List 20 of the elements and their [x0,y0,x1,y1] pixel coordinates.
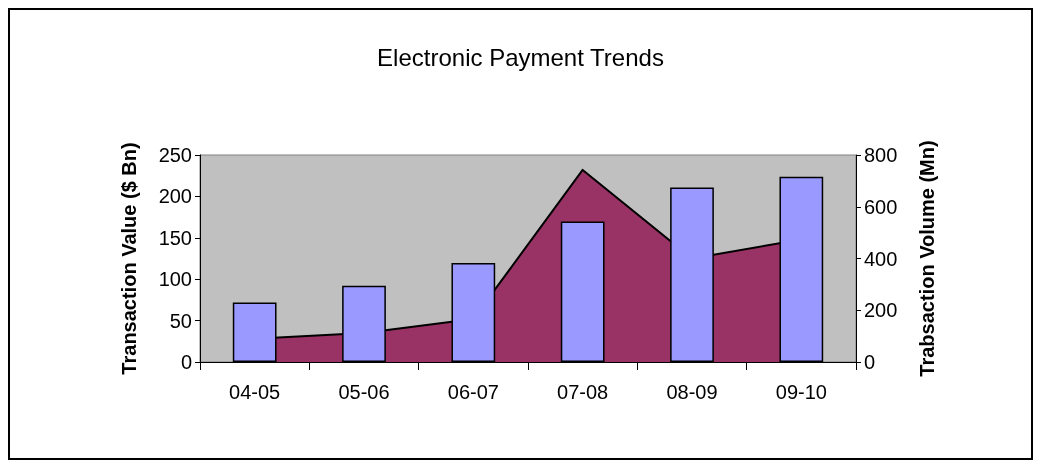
y-axis-title: Transaction Value ($ Bn) [118,142,140,375]
y2-tick-label: 800 [864,144,898,166]
x-tick-label: 05-06 [338,381,390,403]
x-tick-label: 04-05 [229,381,281,403]
y2-tick-label: 400 [864,247,898,270]
y-tick-label: 250 [158,144,192,166]
y-tick-label: 200 [158,185,192,208]
y2-axis-title: Trabsaction Volume (Mn) [916,140,938,377]
y2-tick-label: 200 [864,299,898,322]
chart-title: Electronic Payment Trends [377,43,664,71]
y2-tick-label: 0 [864,351,876,373]
y-tick-label: 50 [169,309,192,332]
x-tick-label: 06-07 [447,381,499,403]
x-tick-label: 07-08 [557,381,609,403]
y-tick-label: 0 [180,351,192,373]
y2-tick-label: 600 [864,195,898,218]
y-tick-label: 100 [158,268,192,291]
y-tick-label: 150 [158,226,192,249]
x-tick-label: 09-10 [775,381,827,403]
x-tick-label: 08-09 [666,381,718,403]
